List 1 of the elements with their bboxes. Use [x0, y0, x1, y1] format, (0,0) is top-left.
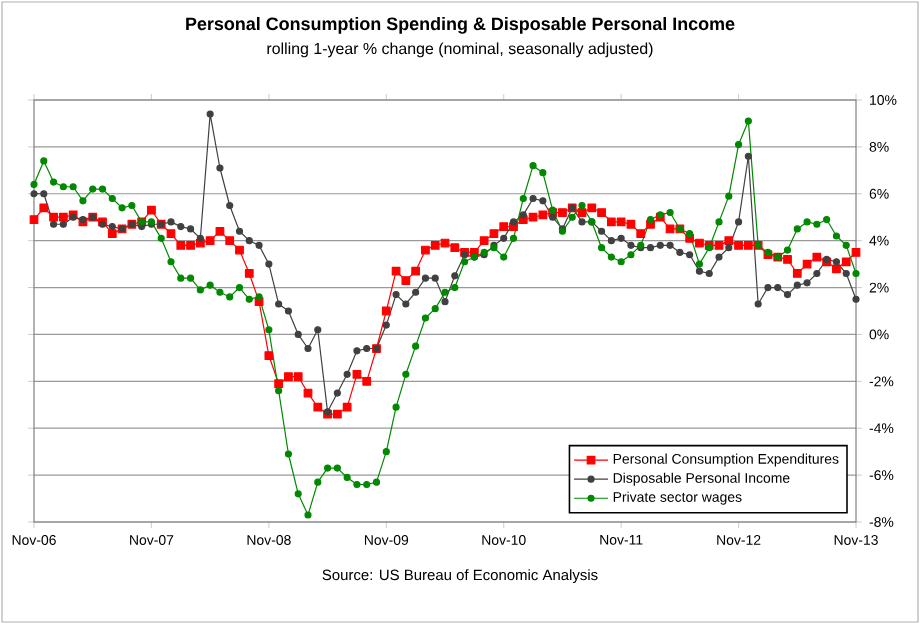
chart-title: Personal Consumption Spending & Disposable Personal Income: [186, 16, 735, 34]
